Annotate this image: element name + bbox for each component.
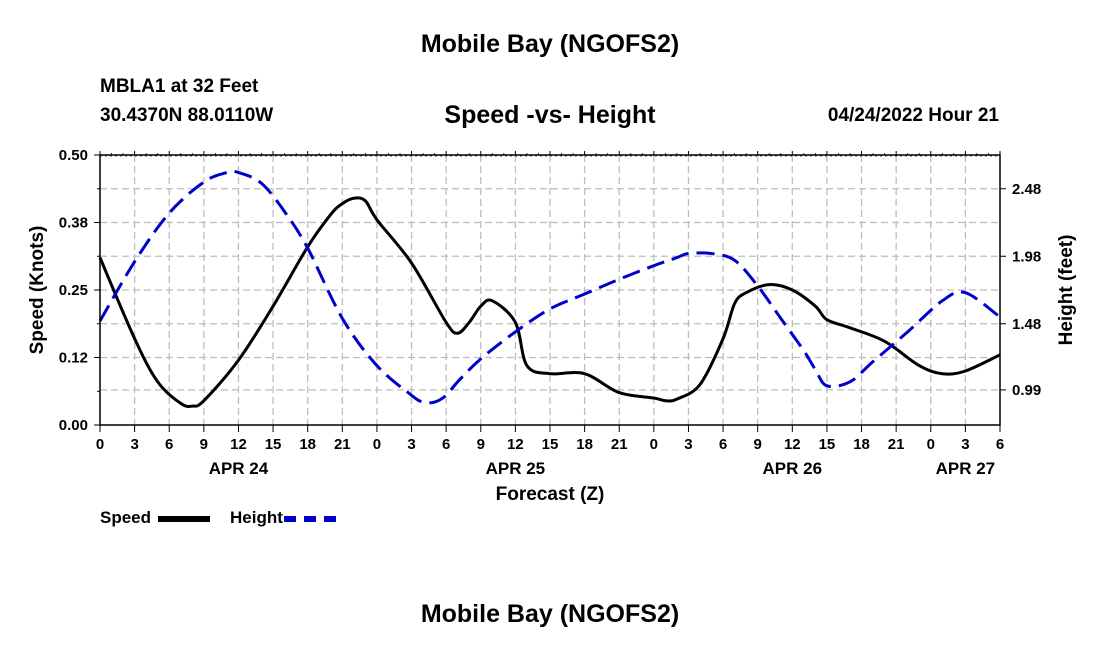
x-tick-label: 15 xyxy=(542,436,559,453)
date-label: APR 24 xyxy=(209,459,269,478)
chart-grid xyxy=(100,155,1000,425)
main-title: Mobile Bay (NGOFS2) xyxy=(420,30,680,58)
station-coordinates: 30.4370N 88.0110W xyxy=(100,105,274,126)
y2-tick-label: 1.98 xyxy=(1012,248,1041,265)
x-tick-label: 21 xyxy=(334,436,351,453)
height-series-line xyxy=(98,169,1001,405)
legend-speed-label: Speed xyxy=(100,508,152,527)
y-tick-label: 0.38 xyxy=(59,215,88,232)
x-tick-label: 0 xyxy=(373,436,381,453)
x-tick-label: 6 xyxy=(996,436,1004,453)
legend-speed: Speed xyxy=(100,508,210,528)
x-tick-label: 3 xyxy=(130,436,138,453)
x-tick-label: 15 xyxy=(265,436,282,453)
x-tick-label: 21 xyxy=(611,436,628,453)
x-tick-label: 3 xyxy=(407,436,415,453)
date-label: APR 27 xyxy=(936,459,996,478)
issued-time: 04/24/2022 Hour 21 xyxy=(827,105,999,126)
y-tick-label: 0.25 xyxy=(59,282,88,299)
y-tick-label: 0.50 xyxy=(59,147,88,164)
legend-height-label: Height xyxy=(230,508,283,527)
x-tick-label: 6 xyxy=(442,436,450,453)
x-tick-label: 0 xyxy=(650,436,658,453)
x-tick-label: 12 xyxy=(507,436,524,453)
series-layer xyxy=(98,169,1001,409)
y-tick-label: 0.12 xyxy=(59,350,88,367)
legend-speed-swatch xyxy=(157,515,210,522)
y2-tick-label: 2.48 xyxy=(1012,181,1041,198)
footer-title: Mobile Bay (NGOFS2) xyxy=(420,600,680,628)
legend-height: Height xyxy=(230,508,336,528)
y-axis-label: Speed (Knots) xyxy=(27,226,48,355)
date-label: APR 26 xyxy=(763,459,823,478)
date-label: APR 25 xyxy=(486,459,546,478)
x-tick-label: 18 xyxy=(299,436,316,453)
x-tick-label: 15 xyxy=(819,436,836,453)
x-tick-label: 9 xyxy=(200,436,208,453)
x-tick-label: 18 xyxy=(576,436,593,453)
x-tick-label: 3 xyxy=(961,436,969,453)
chart-title: Speed -vs- Height xyxy=(444,101,656,129)
x-tick-label: 0 xyxy=(96,436,104,453)
station-label: MBLA1 at 32 Feet xyxy=(100,76,259,97)
legend-height-swatch xyxy=(283,515,336,522)
x-tick-label: 9 xyxy=(477,436,485,453)
y2-axis-label: Height (feet) xyxy=(1056,235,1077,346)
x-tick-label: 12 xyxy=(784,436,801,453)
y-tick-label: 0.00 xyxy=(59,417,88,434)
x-tick-label: 18 xyxy=(853,436,870,453)
y2-tick-label: 1.48 xyxy=(1012,316,1041,333)
x-tick-label: 12 xyxy=(230,436,247,453)
x-tick-label: 0 xyxy=(927,436,935,453)
x-tick-label: 21 xyxy=(888,436,905,453)
x-tick-label: 6 xyxy=(165,436,173,453)
x-tick-label: 3 xyxy=(684,436,692,453)
chart-axes: 0 3 6 9 12 15 18 21 0 3 6 9 12 15 18 21 0 3 6 9 12 15 18 21 0 3 6A… xyxy=(59,147,1041,478)
y2-tick-label: 0.99 xyxy=(1012,382,1041,399)
x-axis-label: Forecast (Z) xyxy=(496,484,605,505)
x-tick-label: 9 xyxy=(754,436,762,453)
x-tick-label: 6 xyxy=(719,436,727,453)
